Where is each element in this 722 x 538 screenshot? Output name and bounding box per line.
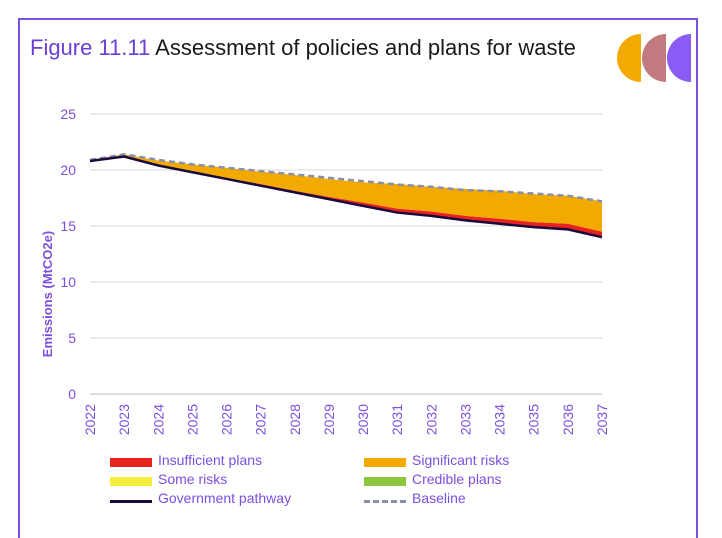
legend-label: Some risks [158, 471, 228, 487]
legend-label: Significant risks [412, 452, 510, 468]
y-tick-label: 25 [60, 106, 76, 122]
x-tick-label: 2022 [82, 404, 98, 435]
x-tick-label: 2034 [492, 404, 508, 435]
y-axis-label: Emissions (MtCO2e) [40, 231, 55, 357]
x-tick-label: 2037 [594, 404, 610, 435]
x-tick-label: 2035 [526, 404, 542, 435]
x-tick-label: 2024 [150, 404, 166, 435]
figure-label: Figure 11.11 [30, 35, 151, 60]
legend-label: Baseline [412, 490, 466, 506]
x-tick-label: 2032 [423, 404, 439, 435]
figure-title: Figure 11.11 Assessment of policies and … [30, 34, 590, 62]
three-semicircles-logo-icon [617, 34, 691, 82]
band-significant-risks [90, 154, 602, 232]
x-tick-label: 2030 [355, 404, 371, 435]
figure-frame [18, 18, 698, 538]
figure-title-text: Assessment of policies and plans for was… [155, 35, 576, 60]
x-tick-label: 2025 [184, 404, 200, 435]
x-tick-label: 2028 [287, 404, 303, 435]
government-pathway-line [89, 155, 603, 239]
legend-swatch [364, 477, 406, 486]
legend-swatch [364, 458, 406, 467]
legend-swatch [364, 500, 406, 503]
y-tick-label: 20 [60, 162, 76, 178]
legend-swatch [110, 458, 152, 467]
x-tick-label: 2033 [457, 404, 473, 435]
x-tick-label: 2029 [321, 404, 337, 435]
legend-label: Insufficient plans [158, 452, 263, 468]
y-tick-label: 15 [60, 218, 76, 234]
x-tick-label: 2031 [389, 404, 405, 435]
x-tick-label: 2026 [219, 404, 235, 435]
x-tick-label: 2036 [560, 404, 576, 435]
legend-swatch [110, 500, 152, 503]
legend-swatch [110, 477, 152, 486]
y-tick-label: 10 [60, 274, 76, 290]
x-tick-label: 2023 [116, 404, 132, 435]
y-tick-label: 0 [68, 386, 76, 402]
legend-label: Credible plans [412, 471, 502, 487]
x-tick-label: 2027 [253, 404, 269, 435]
y-tick-label: 5 [68, 330, 76, 346]
legend-label: Government pathway [158, 490, 292, 506]
